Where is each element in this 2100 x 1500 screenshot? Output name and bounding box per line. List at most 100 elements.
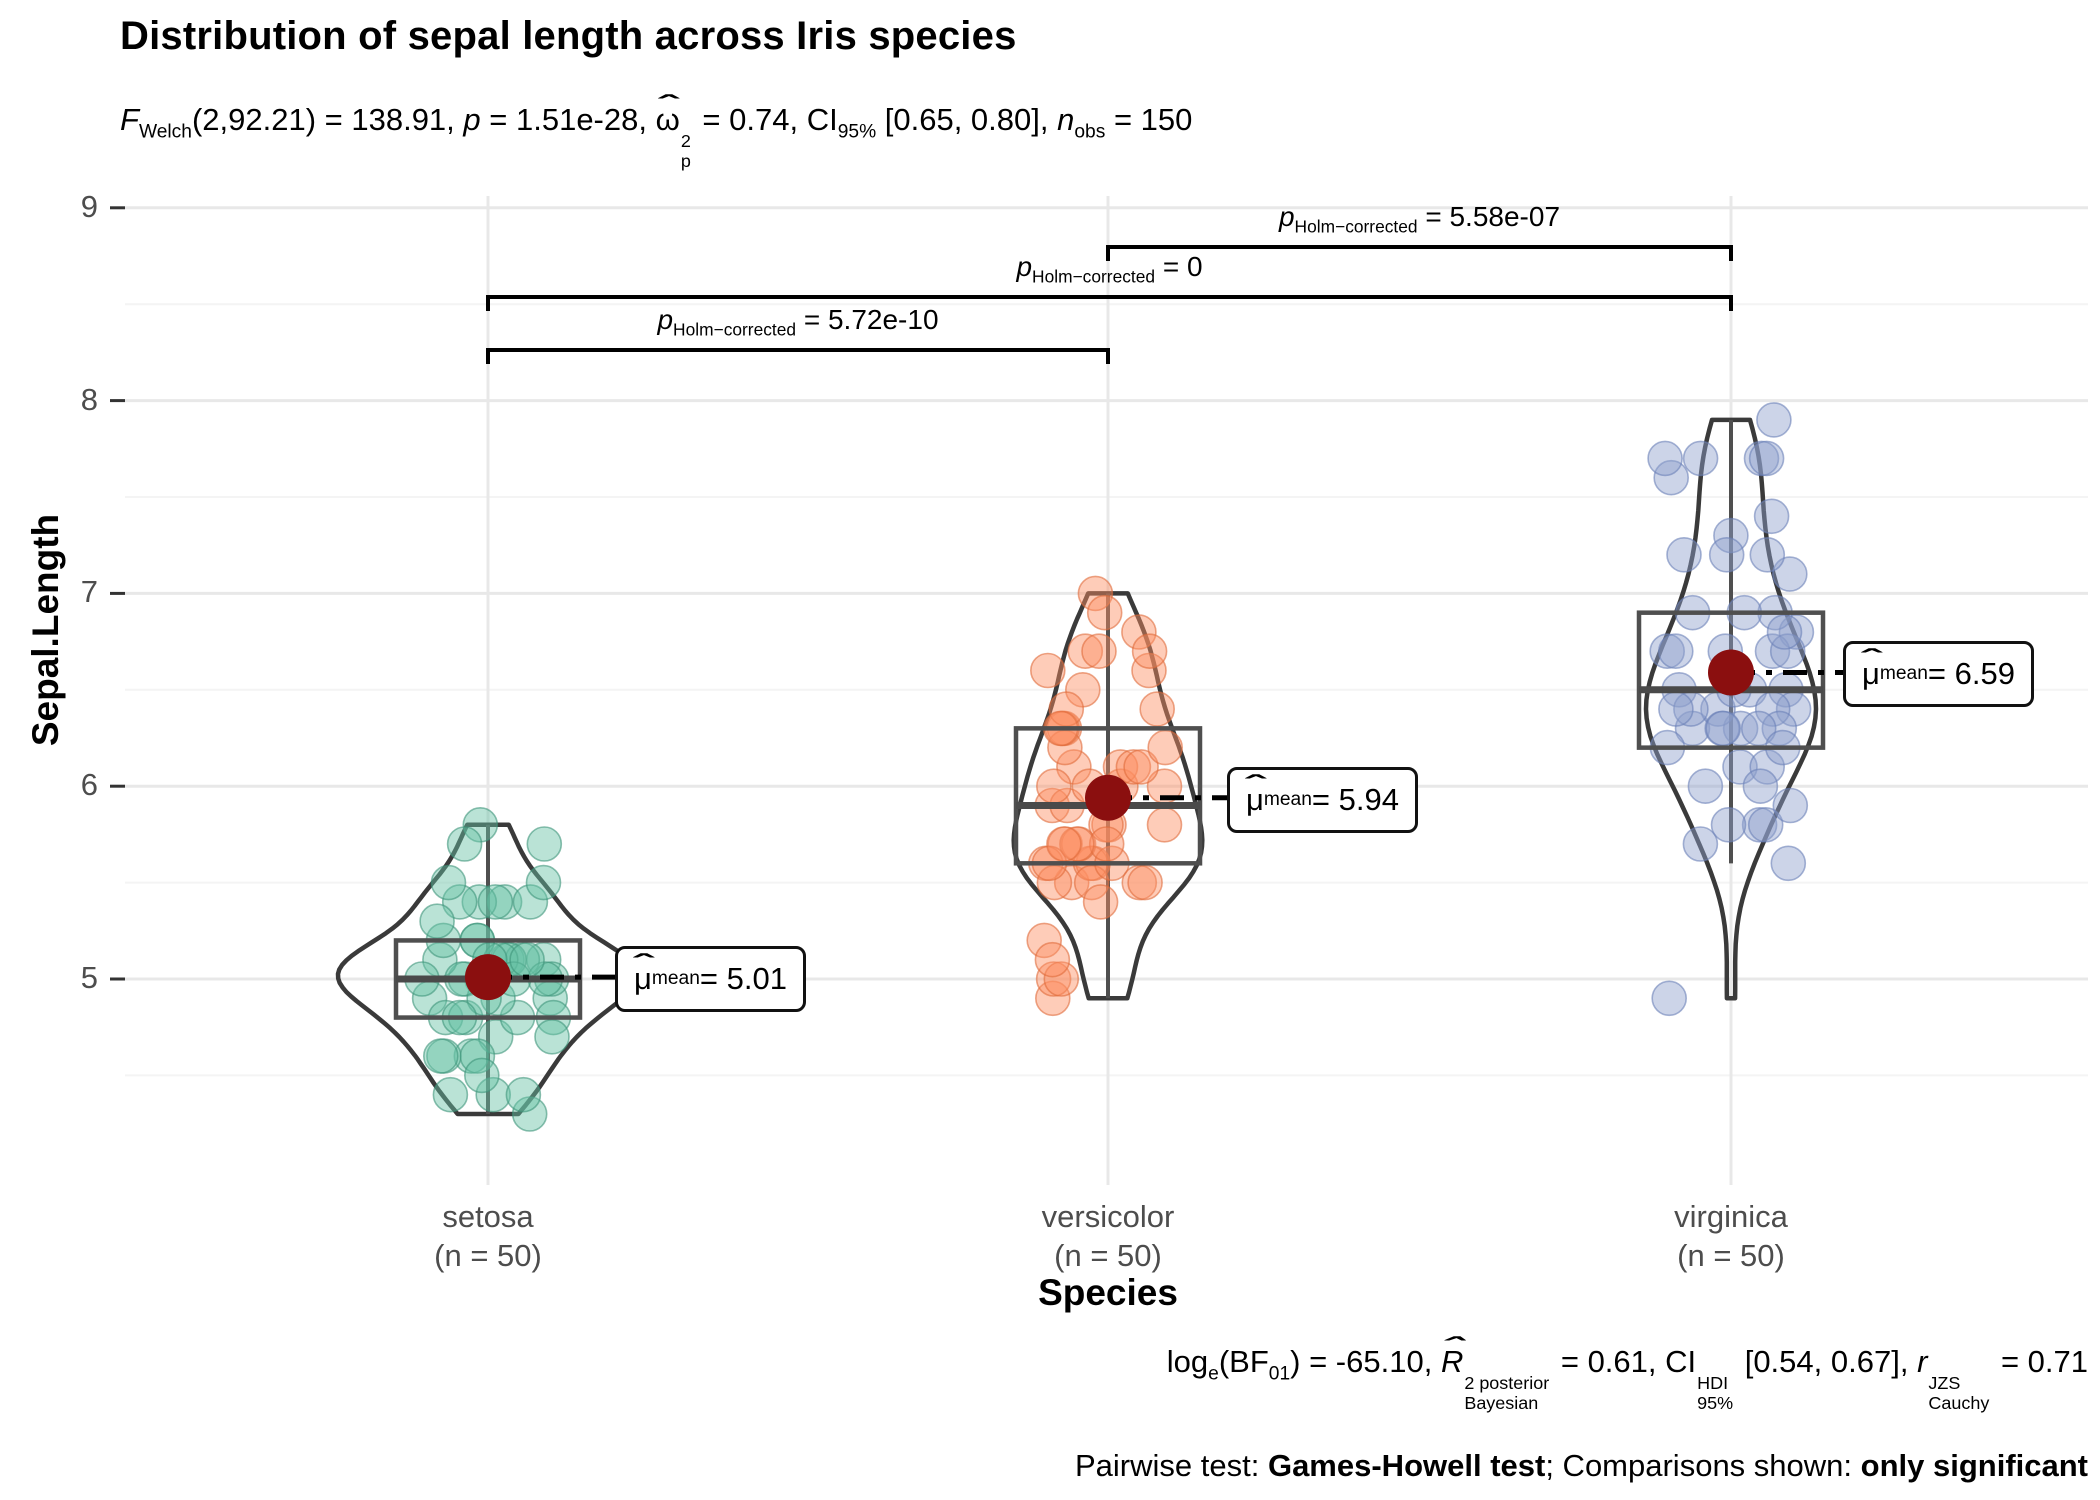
data-point-virginica <box>1687 768 1724 805</box>
mean-point-virginica <box>1708 649 1754 696</box>
data-point-virginica <box>1748 440 1785 477</box>
data-point-versicolor <box>1121 614 1157 650</box>
data-point-virginica <box>1754 633 1791 670</box>
y-tick-label: 8 <box>80 381 98 417</box>
data-point-setosa <box>475 1076 512 1113</box>
data-point-virginica <box>1653 459 1689 496</box>
data-point-versicolor <box>1081 633 1117 670</box>
y-tick-label: 9 <box>80 188 98 224</box>
data-point-setosa <box>525 864 562 901</box>
data-point-virginica <box>1766 614 1803 650</box>
data-point-versicolor <box>1059 826 1095 862</box>
data-point-virginica <box>1772 787 1809 824</box>
data-point-virginica <box>1747 806 1784 843</box>
data-point-setosa <box>477 884 514 920</box>
data-point-versicolor <box>1131 652 1167 689</box>
data-point-versicolor <box>1147 729 1183 766</box>
data-point-virginica <box>1749 749 1785 785</box>
data-point-setosa <box>512 884 549 920</box>
data-point-setosa <box>422 1038 459 1074</box>
comparison-bracket <box>486 295 1733 311</box>
plot-subtitle-statistics: FWelch(2,92.21) = 138.91, p = 1.51e-28, … <box>120 92 1193 172</box>
comparison-bracket <box>1106 245 1733 261</box>
comparison-p-value-label: pHolm−corrected = 0 <box>1016 251 1203 287</box>
x-axis-title: Species <box>1038 1272 1178 1313</box>
data-point-virginica <box>1710 806 1747 843</box>
data-point-versicolor <box>1082 884 1119 920</box>
data-point-versicolor <box>1043 961 1080 997</box>
comparison-p-value-label: pHolm−corrected = 5.72e-10 <box>657 304 939 340</box>
data-point-versicolor <box>1046 826 1082 862</box>
data-point-setosa <box>430 864 467 901</box>
data-point-versicolor <box>1036 768 1072 805</box>
data-point-versicolor <box>1077 575 1114 612</box>
data-point-versicolor <box>1034 941 1071 978</box>
data-point-versicolor <box>1035 961 1072 997</box>
boxplot-virginica <box>1636 610 1826 750</box>
data-point-setosa <box>509 941 545 978</box>
mean-point-versicolor <box>1085 774 1131 821</box>
data-point-setosa <box>505 1076 542 1113</box>
data-point-versicolor <box>1086 594 1123 631</box>
data-point-virginica <box>1769 633 1806 670</box>
mean-label-versicolor: ˆ μ mean = 5.94 <box>1227 767 1418 833</box>
y-tick-label: 7 <box>80 574 98 610</box>
data-point-virginica <box>1742 768 1779 805</box>
data-point-virginica <box>1647 440 1683 477</box>
data-point-versicolor <box>1073 864 1110 901</box>
x-tick-label-versicolor: versicolor (n = 50) <box>1041 1199 1175 1273</box>
data-point-versicolor <box>1056 749 1092 785</box>
mean-point-setosa <box>465 954 511 1001</box>
x-tick-label-virginica: virginica (n = 50) <box>1674 1199 1788 1273</box>
data-point-setosa <box>526 826 563 862</box>
data-point-virginica <box>1753 498 1790 535</box>
y-tick-label: 6 <box>80 767 98 803</box>
y-axis-title: Sepal.Length <box>25 513 66 747</box>
data-point-setosa <box>534 1019 570 1055</box>
data-point-virginica <box>1705 710 1741 747</box>
data-point-virginica <box>1708 536 1745 573</box>
data-point-setosa <box>446 826 483 862</box>
comparison-bracket <box>486 348 1110 364</box>
data-point-versicolor <box>1146 806 1183 843</box>
data-point-virginica <box>1749 536 1786 573</box>
data-point-setosa <box>461 884 498 920</box>
data-point-versicolor <box>1030 652 1066 689</box>
data-point-versicolor <box>1067 633 1104 670</box>
data-point-versicolor <box>1088 826 1125 862</box>
data-point-versicolor <box>1035 980 1071 1017</box>
mean-label-setosa: ˆ μ mean = 5.01 <box>615 946 806 1012</box>
data-point-versicolor <box>1115 749 1152 785</box>
mean-label-virginica: ˆ μ mean = 6.59 <box>1843 641 2034 707</box>
data-point-virginica <box>1658 633 1694 670</box>
data-point-versicolor <box>1139 691 1175 727</box>
data-point-setosa <box>486 884 523 920</box>
data-point-virginica <box>1682 440 1719 477</box>
x-tick-label-setosa: setosa (n = 50) <box>434 1199 542 1273</box>
data-point-virginica <box>1682 826 1719 862</box>
data-point-versicolor <box>1123 749 1159 785</box>
caption-pairwise-test: Pairwise test: Games-Howell test; Compar… <box>1075 1448 2088 1483</box>
y-tick-label: 5 <box>80 960 98 995</box>
data-point-virginica <box>1651 980 1687 1017</box>
plot-title: Distribution of sepal length across Iris… <box>120 14 1017 58</box>
comparison-p-value-label: pHolm−corrected = 5.58e-07 <box>1278 201 1561 237</box>
data-point-virginica <box>1722 749 1758 785</box>
data-point-virginica <box>1666 536 1702 573</box>
data-point-virginica <box>1649 633 1685 670</box>
data-point-setosa <box>463 1057 500 1094</box>
data-point-setosa <box>511 1096 548 1132</box>
data-point-virginica <box>1770 845 1807 882</box>
data-point-virginica <box>1658 691 1694 727</box>
violin-setosa <box>335 822 641 1117</box>
data-point-setosa <box>419 903 455 940</box>
data-point-versicolor <box>1127 864 1163 901</box>
data-point-setosa <box>462 806 499 843</box>
data-point-virginica <box>1756 402 1792 438</box>
data-point-versicolor <box>1131 633 1168 670</box>
data-point-setosa <box>432 1076 469 1113</box>
data-point-versicolor <box>1026 922 1062 959</box>
